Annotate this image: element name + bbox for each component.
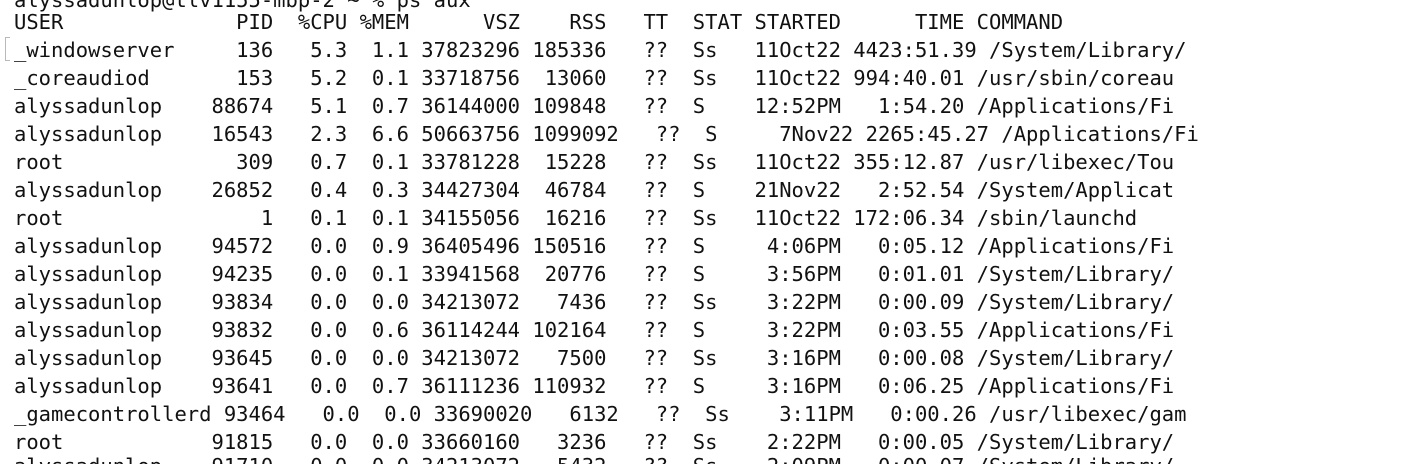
process-row: alyssadunlop 26852 0.4 0.3 34427304 4678… — [14, 178, 1175, 202]
process-row-partial: alyssadunlop 91710 0.0 0.0 34213072 5432… — [14, 452, 1174, 464]
process-row: alyssadunlop 94235 0.0 0.1 33941568 2077… — [14, 262, 1175, 286]
command-prompt-line: alyssadunlop@tlv1155-mbp-2 ~ % ps aux — [14, 0, 471, 12]
process-row: root 91815 0.0 0.0 33660160 3236 ?? Ss 2… — [14, 430, 1175, 454]
process-row: alyssadunlop 88674 5.1 0.7 36144000 1098… — [14, 94, 1175, 118]
process-row: alyssadunlop 94572 0.0 0.9 36405496 1505… — [14, 234, 1175, 258]
column-header-row: USER PID %CPU %MEM VSZ RSS TT STAT START… — [14, 10, 1064, 34]
process-row: alyssadunlop 93834 0.0 0.0 34213072 7436… — [14, 290, 1175, 314]
process-row: alyssadunlop 93832 0.0 0.6 36114244 1021… — [14, 318, 1175, 342]
process-row: alyssadunlop 93641 0.0 0.7 36111236 1109… — [14, 374, 1175, 398]
process-row: alyssadunlop 16543 2.3 6.6 50663756 1099… — [14, 122, 1199, 146]
process-row: _coreaudiod 153 5.2 0.1 33718756 13060 ?… — [14, 66, 1175, 90]
text-cursor-bracket — [5, 37, 10, 61]
process-row: root 1 0.1 0.1 34155056 16216 ?? Ss 11Oc… — [14, 206, 1138, 230]
process-row: alyssadunlop 93645 0.0 0.0 34213072 7500… — [14, 346, 1175, 370]
process-row: _windowserver 136 5.3 1.1 37823296 18533… — [14, 38, 1187, 62]
process-row: _gamecontrollerd 93464 0.0 0.0 33690020 … — [14, 402, 1187, 426]
process-row: root 309 0.7 0.1 33781228 15228 ?? Ss 11… — [14, 150, 1175, 174]
